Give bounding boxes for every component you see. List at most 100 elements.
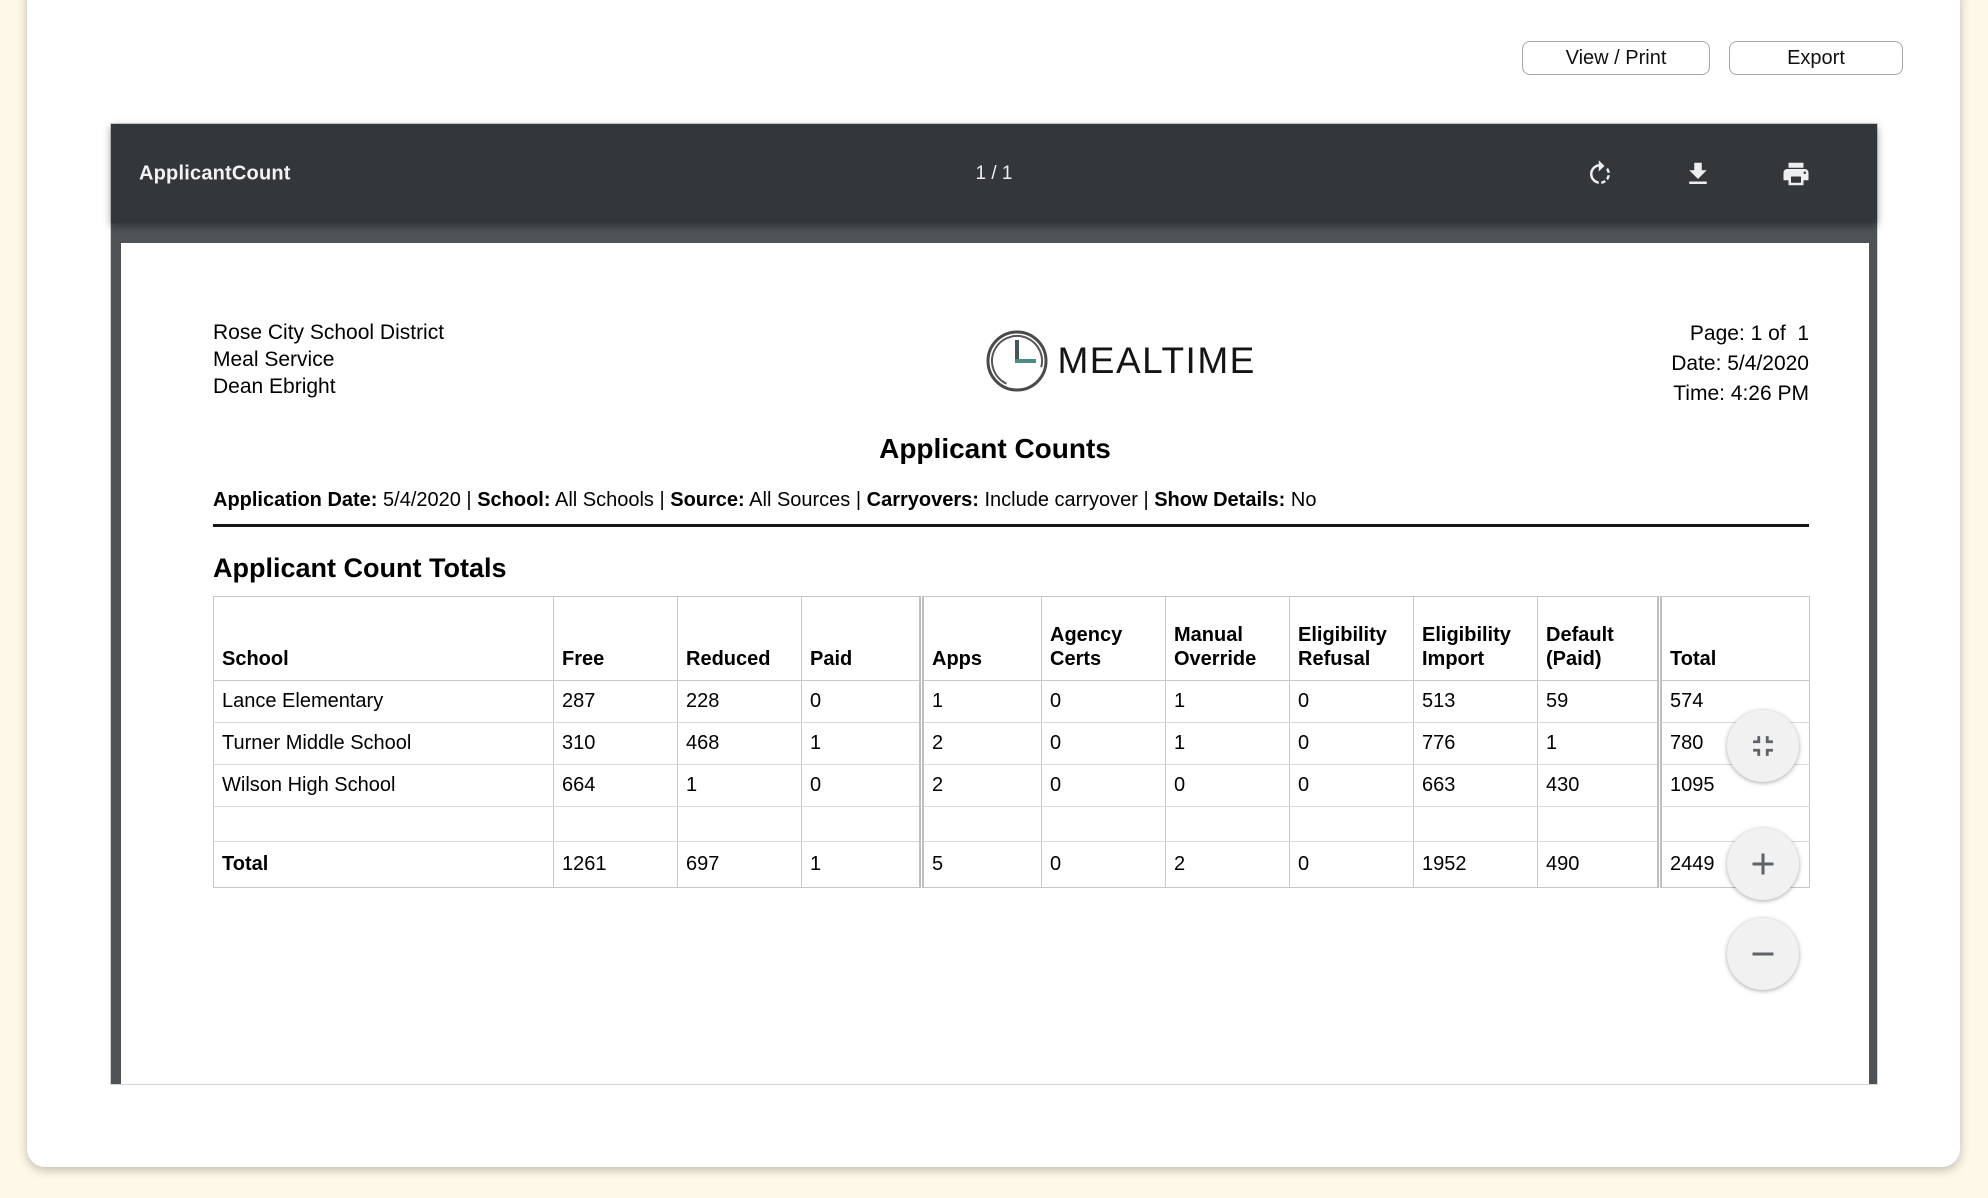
empty-cell bbox=[801, 806, 922, 842]
value-cell: 664 bbox=[553, 764, 678, 807]
page-indicator: 1 / 1 bbox=[975, 162, 1013, 184]
pdf-viewer: ApplicantCount 1 / 1 Rose City School Di… bbox=[110, 123, 1878, 1085]
pdf-document-title: ApplicantCount bbox=[139, 162, 291, 184]
value-cell: 2 bbox=[1165, 841, 1290, 888]
table-header-row: School Free Reduced Paid Apps Agency Certs Man… bbox=[213, 596, 1810, 681]
value-cell: 1261 bbox=[553, 841, 678, 888]
column-header: Reduced bbox=[677, 596, 802, 681]
filter-label: Application Date: bbox=[213, 489, 378, 511]
page-meta: Page: 1 of 1 Date: 5/4/2020 Time: 4:26 P… bbox=[1671, 319, 1809, 409]
value-cell: 1 bbox=[1537, 722, 1660, 765]
rotate-icon[interactable] bbox=[1584, 158, 1616, 190]
zoom-out-button[interactable] bbox=[1727, 918, 1799, 990]
download-icon[interactable] bbox=[1682, 158, 1714, 190]
value-cell: 1 bbox=[1165, 722, 1290, 765]
value-cell: 1 bbox=[919, 680, 1042, 723]
value-cell: 0 bbox=[1041, 722, 1166, 765]
filter-label: Show Details: bbox=[1154, 489, 1286, 511]
value-cell: 228 bbox=[677, 680, 802, 723]
fit-to-page-icon bbox=[1753, 736, 1773, 756]
logo-text: MEALTIME bbox=[1057, 340, 1256, 381]
filter-value: All Schools bbox=[550, 489, 654, 511]
value-cell: 59 bbox=[1537, 680, 1660, 723]
value-cell: 0 bbox=[1041, 841, 1166, 888]
applicant-count-table: School Free Reduced Paid Apps Agency Certs Man… bbox=[213, 596, 1810, 888]
report-actions: View / Print Export bbox=[1522, 41, 1903, 75]
column-header: Eligibility Import bbox=[1413, 596, 1538, 681]
value-cell: 468 bbox=[677, 722, 802, 765]
value-cell: 490 bbox=[1537, 841, 1660, 888]
empty-cell bbox=[1041, 806, 1166, 842]
empty-cell bbox=[919, 806, 1042, 842]
report-date: Date: 5/4/2020 bbox=[1671, 352, 1809, 375]
empty-cell bbox=[553, 806, 678, 842]
table-row: Lance Elementary 287 228 0 1 0 1 0 513 59 574 bbox=[213, 680, 1810, 723]
value-cell: 0 bbox=[1289, 764, 1414, 807]
section-title: Applicant Count Totals bbox=[213, 553, 507, 583]
column-header: School bbox=[213, 596, 554, 681]
value-cell: 0 bbox=[1289, 680, 1414, 723]
value-cell: 0 bbox=[1289, 722, 1414, 765]
value-cell: 1 bbox=[1165, 680, 1290, 723]
empty-cell bbox=[1537, 806, 1660, 842]
value-cell: 1 bbox=[801, 841, 922, 888]
empty-cell bbox=[1289, 806, 1414, 842]
value-cell: 1952 bbox=[1413, 841, 1538, 888]
value-cell: 697 bbox=[677, 841, 802, 888]
value-cell: 776 bbox=[1413, 722, 1538, 765]
empty-cell bbox=[677, 806, 802, 842]
zoom-in-icon bbox=[1752, 853, 1774, 875]
value-cell: 663 bbox=[1413, 764, 1538, 807]
value-cell: 0 bbox=[1289, 841, 1414, 888]
table-row: Turner Middle School 310 468 1 2 0 1 0 776 1 780 bbox=[213, 722, 1810, 765]
value-cell: 5 bbox=[919, 841, 1042, 888]
value-cell: 287 bbox=[553, 680, 678, 723]
table-total-row: Total 1261 697 1 5 0 2 0 1952 490 2449 bbox=[214, 841, 1810, 888]
empty-cell bbox=[1413, 806, 1538, 842]
column-header: Agency Certs bbox=[1041, 596, 1166, 681]
school-cell: Total bbox=[222, 853, 269, 875]
fit-to-page-button[interactable] bbox=[1727, 710, 1799, 782]
mealtime-logo: MEALTIME bbox=[979, 323, 1255, 399]
column-header: Manual Override bbox=[1165, 596, 1290, 681]
pdf-toolbar: ApplicantCount 1 / 1 bbox=[111, 124, 1877, 223]
filter-label: Source: bbox=[670, 489, 745, 511]
value-cell: 0 bbox=[801, 764, 922, 807]
service-name: Meal Service bbox=[213, 348, 335, 371]
value-cell: 0 bbox=[1041, 764, 1166, 807]
export-button[interactable]: Export bbox=[1729, 41, 1903, 75]
user-name: Dean Ebright bbox=[213, 375, 336, 398]
filter-value: Include carryover bbox=[978, 489, 1138, 511]
filter-separator: | bbox=[850, 489, 867, 511]
value-cell: 2 bbox=[919, 722, 1042, 765]
filter-value: All Sources bbox=[744, 489, 851, 511]
pdf-toolbar-icons bbox=[1584, 158, 1812, 190]
filter-separator: | bbox=[653, 489, 671, 511]
view-print-button[interactable]: View / Print bbox=[1522, 41, 1710, 75]
column-header: Apps bbox=[919, 596, 1042, 681]
report-time: Time: 4:26 PM bbox=[1673, 382, 1809, 405]
column-header: Paid bbox=[801, 596, 922, 681]
empty-cell bbox=[213, 806, 554, 842]
filter-summary: Application Date: 5/4/2020 | School: All… bbox=[213, 489, 1809, 527]
filter-label: School: bbox=[477, 489, 551, 511]
zoom-in-button[interactable] bbox=[1727, 828, 1799, 900]
filter-value: 5/4/2020 bbox=[377, 489, 461, 511]
filter-separator: | bbox=[1137, 489, 1155, 511]
value-cell: 574 bbox=[1657, 680, 1810, 723]
school-cell: Lance Elementary bbox=[213, 680, 554, 723]
school-cell: Turner Middle School bbox=[213, 722, 554, 765]
zoom-out-icon bbox=[1752, 952, 1774, 956]
value-cell: 513 bbox=[1413, 680, 1538, 723]
column-header: Default (Paid) bbox=[1537, 596, 1660, 681]
print-icon[interactable] bbox=[1780, 158, 1812, 190]
value-cell: 1 bbox=[801, 722, 922, 765]
page-number: Page: 1 of 1 bbox=[1689, 322, 1809, 345]
value-cell: 0 bbox=[1165, 764, 1290, 807]
clock-icon bbox=[986, 330, 1048, 392]
district-name: Rose City School District bbox=[213, 321, 445, 344]
school-cell: Wilson High School bbox=[213, 764, 554, 807]
value-cell: 2 bbox=[919, 764, 1042, 807]
value-cell: 430 bbox=[1537, 764, 1660, 807]
